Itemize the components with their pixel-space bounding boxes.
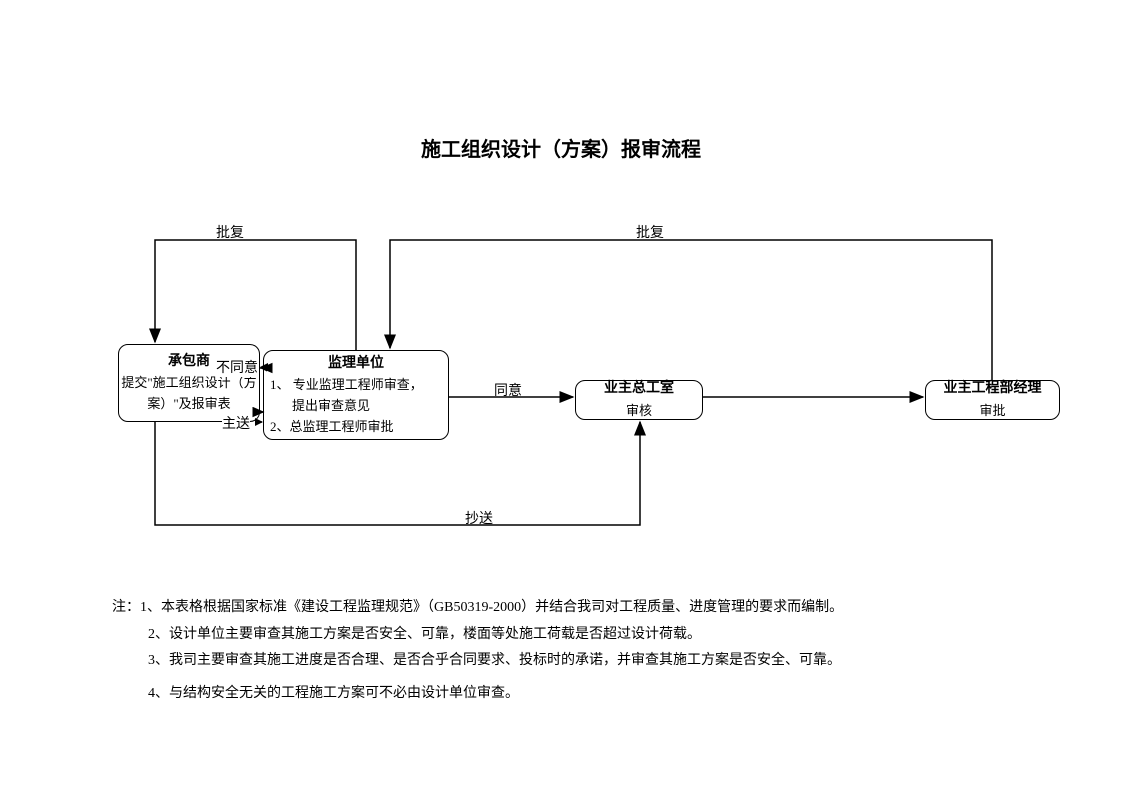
label-agree: 同意 [494,380,522,400]
node-supervisor-line3: 2、总监理工程师审批 [264,417,400,438]
node-owner-chief-body: 审核 [626,401,652,422]
node-supervisor-line1: 1、 专业监理工程师审查， [264,375,429,396]
notes-prefix: 注： [112,600,140,615]
node-contractor-title: 承包商 [168,351,210,373]
label-disagree: 不同意 [216,357,258,377]
node-supervisor-line2: 提出审查意见 [264,396,376,417]
node-owner-manager-body: 审批 [979,401,1005,422]
node-owner-manager: 业主工程部经理 审批 [925,380,1060,420]
flowchart-title: 施工组织设计（方案）报审流程 [0,133,1122,162]
notes-section: 注：1、本表格根据国家标准《建设工程监理规范》（GB50319-2000）并结合… [112,595,1032,707]
label-reply1: 批复 [216,222,244,242]
label-submit: 主送 [222,413,250,433]
node-supervisor-title: 监理单位 [328,353,384,375]
node-owner-chief-title: 业主总工室 [604,378,674,400]
node-owner-manager-title: 业主工程部经理 [944,378,1042,400]
notes-n4: 4、与结构安全无关的工程施工方案可不必由设计单位审查。 [148,686,519,701]
node-supervisor: 监理单位 1、 专业监理工程师审查， 提出审查意见 2、总监理工程师审批 [263,350,449,440]
node-owner-chief: 业主总工室 审核 [575,380,703,420]
node-contractor: 承包商 提交"施工组织设计（方案）"及报审表 [118,344,260,422]
notes-n2: 2、设计单位主要审查其施工方案是否安全、可靠，楼面等处施工荷载是否超过设计荷载。 [148,627,701,642]
label-cc: 抄送 [465,508,493,528]
notes-n1: 1、本表格根据国家标准《建设工程监理规范》（GB50319-2000）并结合我司… [140,600,843,615]
notes-n3: 3、我司主要审查其施工进度是否合理、是否合乎合同要求、投标时的承诺，并审查其施工… [148,653,841,668]
node-contractor-body: 提交"施工组织设计（方案）"及报审表 [119,373,259,415]
label-reply2: 批复 [636,222,664,242]
